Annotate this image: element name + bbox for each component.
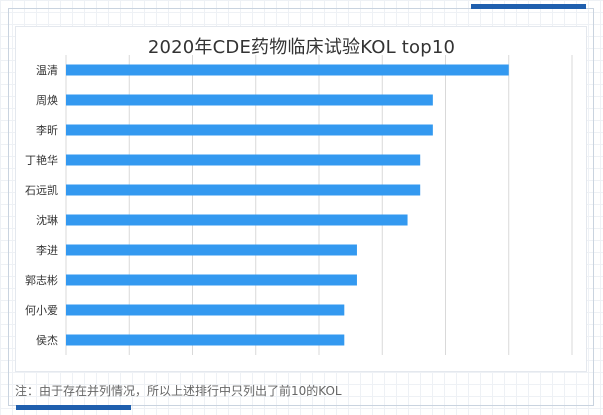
- category-label: 石远凯: [25, 184, 58, 197]
- category-label: 沈琳: [36, 213, 58, 227]
- category-label: 侯杰: [36, 333, 58, 347]
- category-label: 李进: [36, 243, 58, 257]
- category-label: 周焕: [36, 93, 58, 107]
- bar: [66, 214, 408, 226]
- category-label: 李昕: [36, 123, 58, 137]
- footnote: 注：由于存在并列情况，所以上述排行中只列出了前10的KOL: [15, 384, 342, 398]
- bar: [66, 154, 421, 166]
- bar: [66, 274, 357, 286]
- bar: [66, 184, 421, 196]
- bottom-accent-bar: [16, 405, 131, 410]
- chart-frame: [8, 8, 594, 406]
- chart-title: 2020年CDE药物临床试验KOL top10: [147, 37, 456, 58]
- top-accent-bar: [471, 4, 586, 9]
- bar: [66, 124, 433, 136]
- bar: [66, 94, 433, 106]
- bar: [66, 244, 357, 256]
- bar: [66, 64, 509, 76]
- bar: [66, 304, 345, 316]
- bar: [66, 334, 345, 346]
- category-label: 温清: [36, 64, 58, 77]
- category-label: 何小爱: [25, 304, 58, 317]
- category-label: 丁艳华: [25, 153, 58, 167]
- category-label: 郭志彬: [25, 274, 58, 287]
